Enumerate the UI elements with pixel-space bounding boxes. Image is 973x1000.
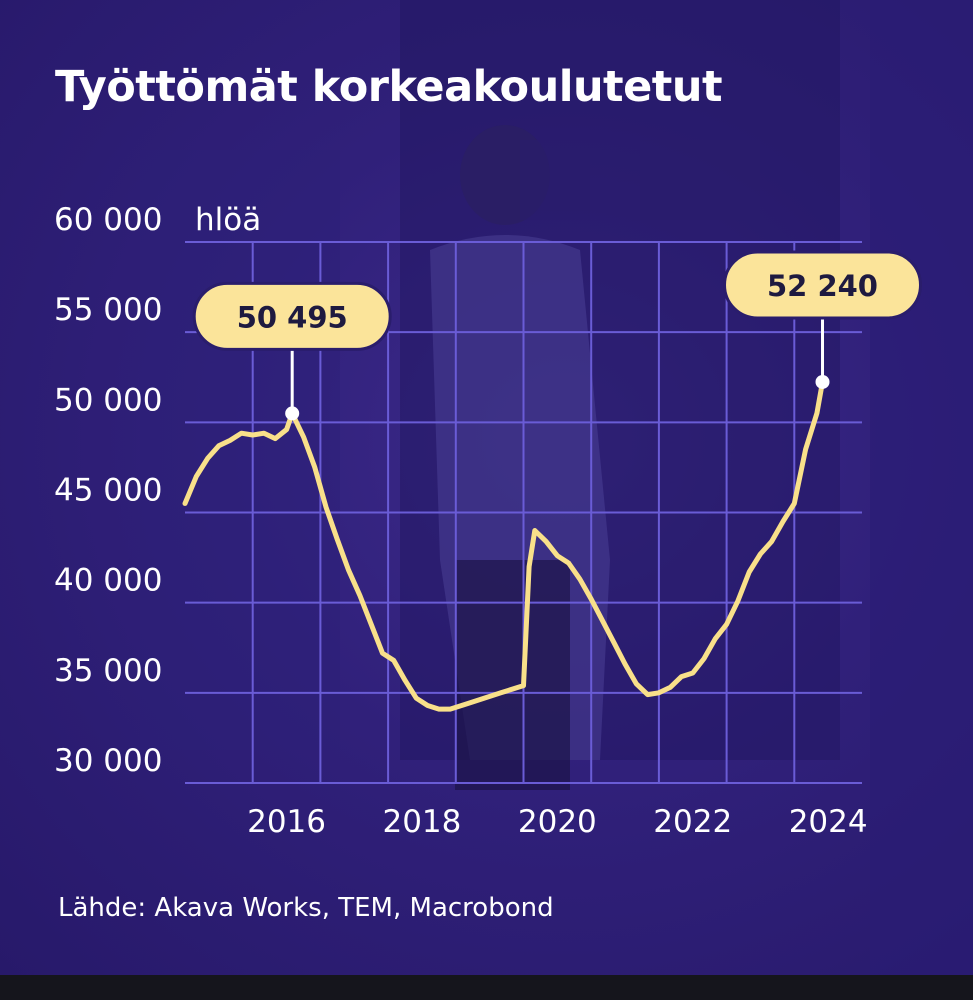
callout: 52 240 [723,250,923,389]
y-tick-label: 40 000 [54,563,162,599]
callout-point [815,374,830,389]
x-tick-label: 2024 [789,804,868,840]
y-axis-ticks: 60 000 55 000 50 000 45 000 40 000 35 000 30 0… [54,202,162,779]
callout-box [723,250,923,320]
grid-lines [185,241,862,784]
y-tick-label: 50 000 [54,382,162,418]
bottom-bar [0,975,973,1000]
x-tick-label: 2018 [382,804,461,840]
y-tick-label: 55 000 [54,292,162,328]
y-tick-label: 30 000 [54,743,162,779]
line-chart: 60 000 55 000 50 000 45 000 40 000 35 000 30 0… [54,202,923,840]
callout-label: 52 240 [767,269,878,303]
y-tick-label: 35 000 [54,653,162,689]
x-axis-ticks: 2016 2018 2020 2022 2024 [247,804,868,840]
x-tick-label: 2022 [653,804,732,840]
chart-title: Työttömät korkeakoulutetut [55,62,723,112]
y-tick-label: 45 000 [54,473,162,509]
callout-point [285,406,300,421]
callout: 50 495 [192,281,392,421]
callouts: 50 495 52 240 [192,250,923,421]
callout-label: 50 495 [237,300,348,334]
series-line [182,379,825,712]
x-tick-label: 2020 [518,804,597,840]
x-tick-label: 2016 [247,804,326,840]
y-axis-unit: hlöä [195,202,261,238]
source-note: Lähde: Akava Works, TEM, Macrobond [58,893,554,923]
y-tick-label: 60 000 [54,202,162,238]
callout-box [192,281,392,351]
chart-card: Työttömät korkeakoulutetut 60 000 55 000 5… [0,0,973,975]
